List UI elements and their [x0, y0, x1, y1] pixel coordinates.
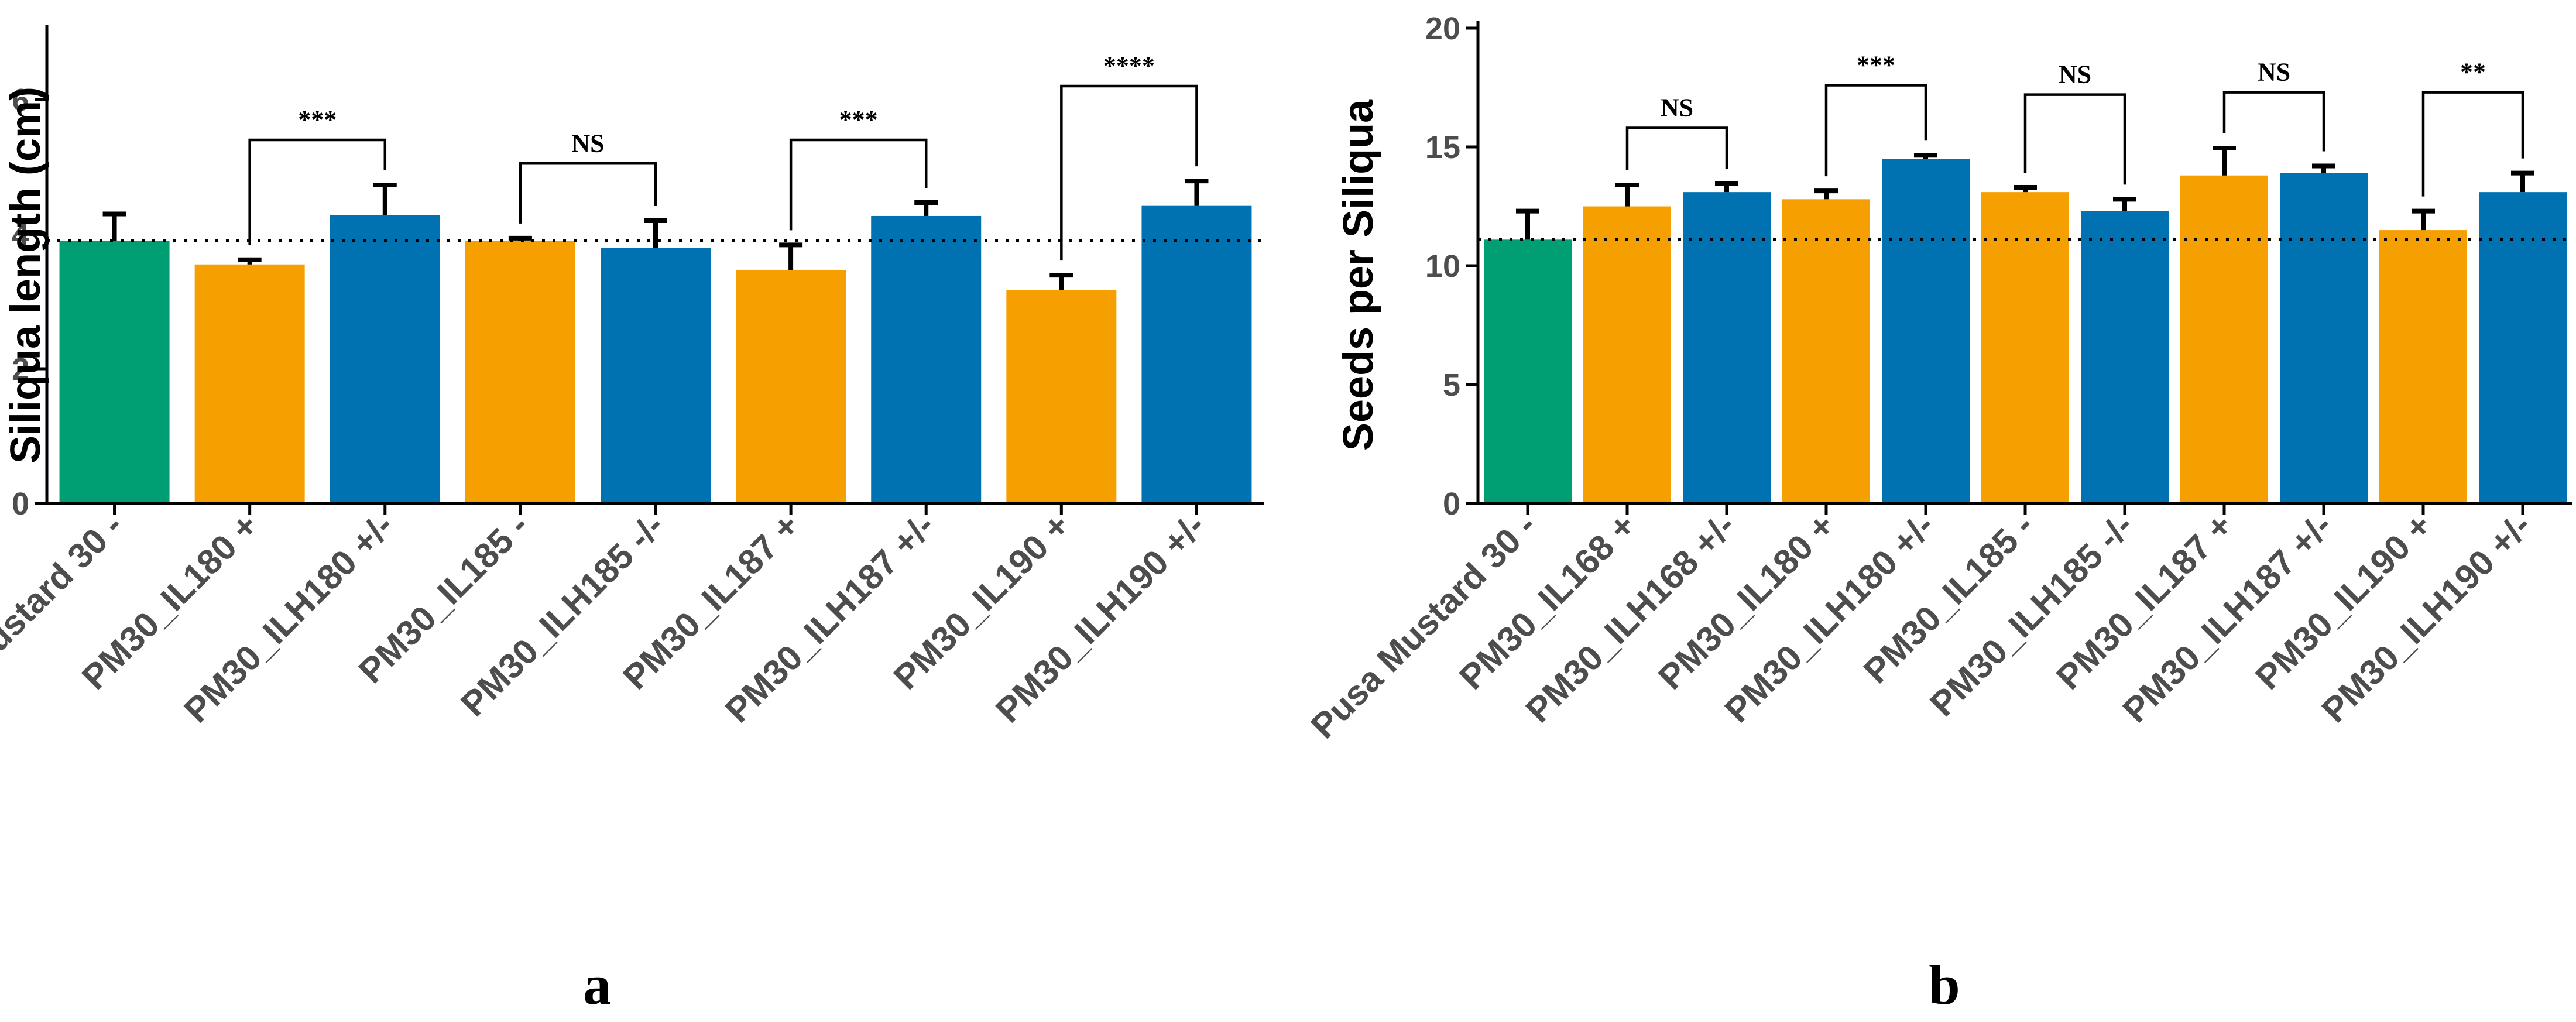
significance-bracket: [1625, 126, 1728, 170]
significance-bracket: [248, 138, 387, 245]
y-tick-label: 5: [1443, 368, 1460, 403]
significance-label: ***: [298, 105, 337, 134]
x-tick-label: PM30_IL187 +: [2049, 506, 2240, 697]
bar: [1981, 192, 2069, 503]
significance-label: **: [2460, 58, 2486, 87]
x-tick-label: PM30_IL185 -: [1856, 506, 2041, 691]
significance-bracket: [2222, 91, 2325, 152]
panel-label: a: [583, 954, 611, 1016]
bar: [1683, 192, 1771, 503]
x-tick-label: PM30_IL190 +: [2248, 506, 2439, 697]
bar: [1782, 199, 1870, 503]
y-tick-label: 4: [12, 217, 29, 252]
y-tick-label: 6: [12, 83, 29, 118]
significance-label: ***: [1857, 50, 1895, 79]
y-axis-title: Siliqua length (cm): [2, 87, 49, 464]
chart-panel-a: 0246Pusa Mustard 30 -PM30_IL180 +PM30_IL…: [0, 25, 1264, 1016]
significance-label: ****: [1103, 52, 1155, 80]
bar: [1583, 206, 1671, 503]
significance-label: NS: [1661, 94, 1693, 122]
bar: [1484, 239, 1572, 503]
bar: [736, 269, 846, 503]
y-tick-label: 10: [1425, 249, 1460, 284]
bar: [2479, 192, 2567, 503]
significance-bracket: [789, 138, 928, 231]
x-tick-label: Pusa Mustard 30 -: [0, 506, 131, 746]
bar: [1141, 205, 1252, 503]
bar: [59, 241, 170, 503]
panel-label: b: [1929, 954, 1960, 1016]
bar: [2081, 211, 2169, 503]
bar: [871, 215, 982, 503]
bar: [2180, 175, 2268, 504]
bar: [330, 215, 440, 503]
bar: [1006, 290, 1117, 503]
bar: [2280, 173, 2368, 503]
bar: [465, 241, 575, 503]
significance-bracket: [1824, 84, 1927, 177]
bar: [194, 264, 305, 503]
y-tick-label: 20: [1425, 11, 1460, 46]
y-tick-label: 15: [1425, 130, 1460, 165]
significance-label: NS: [571, 129, 604, 157]
bar: [1882, 159, 1970, 503]
significance-bracket: [2023, 93, 2126, 185]
significance-bracket: [519, 162, 657, 224]
significance-bracket: [1060, 84, 1198, 261]
y-tick-label: 2: [12, 352, 29, 387]
bar: [2379, 230, 2467, 503]
x-tick-label: PM30_IL180 +: [1651, 506, 1842, 697]
x-tick-label: PM30_IL168 +: [1452, 506, 1643, 697]
y-axis-title: Seeds per Siliqua: [1335, 99, 1382, 451]
y-tick-label: 0: [1443, 486, 1460, 522]
y-tick-label: 0: [12, 486, 29, 522]
significance-label: NS: [2059, 60, 2091, 89]
significance-label: NS: [2258, 58, 2290, 87]
bar: [601, 248, 711, 503]
significance-bracket: [2421, 91, 2524, 197]
significance-label: ***: [839, 105, 878, 134]
